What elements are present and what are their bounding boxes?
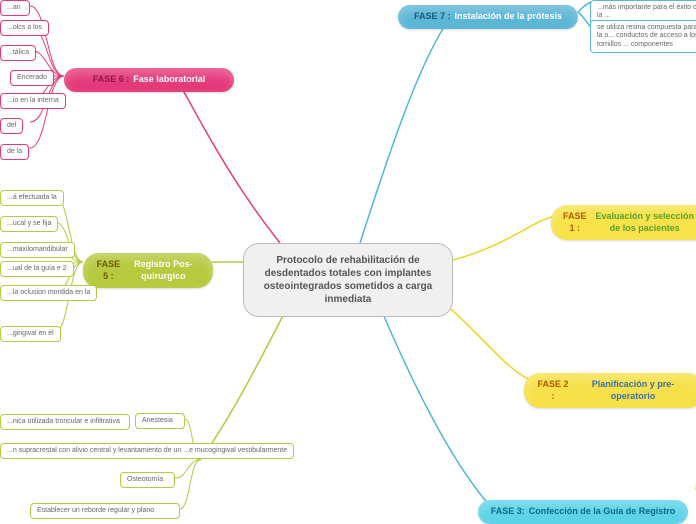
- leaf-node[interactable]: ...an: [0, 0, 30, 16]
- phase-node-f7[interactable]: FASE 7 : Instalación de la prótesis: [398, 5, 578, 29]
- leaf-node[interactable]: ...nica utilizada troncular e infiltrati…: [0, 414, 130, 430]
- leaf-node[interactable]: del: [0, 118, 23, 134]
- leaf-node[interactable]: se utiliza resina compuesta para la o...…: [590, 20, 696, 53]
- phase-title: Fase laboratorial: [133, 74, 205, 86]
- leaf-node[interactable]: ...olcs a los: [0, 20, 49, 36]
- leaf-node[interactable]: ...gingival en el: [0, 326, 61, 342]
- leaf-node[interactable]: ...la oclusion mordida en la: [0, 285, 97, 301]
- leaf-node[interactable]: ...á efectuada la: [0, 190, 64, 206]
- leaf-node[interactable]: ...ucal y se fija: [0, 216, 58, 232]
- phase-label: FASE 3:: [491, 506, 525, 518]
- leaf-node[interactable]: Osteotomía: [120, 472, 175, 488]
- phase-label: FASE 1 :: [563, 211, 587, 234]
- phase-node-f1[interactable]: FASE 1 : Evaluación y selección de los p…: [551, 205, 696, 240]
- leaf-node[interactable]: Establecer un reborde regular y plano: [30, 503, 180, 519]
- leaf-node[interactable]: de la: [0, 144, 29, 160]
- phase-label: FASE 2 :: [536, 379, 570, 402]
- phase-label: FASE 7 :: [414, 11, 451, 23]
- leaf-node[interactable]: ...n supracrestal con alivio central y l…: [0, 443, 294, 459]
- phase-label: FASE 6 :: [93, 74, 130, 86]
- leaf-node[interactable]: ...tálica: [0, 45, 36, 61]
- connector: [180, 85, 280, 243]
- phase-title: Planificación y pre-operatorio: [574, 379, 692, 402]
- leaf-node[interactable]: Encerado: [10, 70, 54, 86]
- phase-node-f6[interactable]: FASE 6 : Fase laboratorial: [64, 68, 234, 92]
- phase-title: Confección de la Guía de Registro: [529, 506, 676, 518]
- phase-node-f3[interactable]: FASE 3: Confección de la Guía de Registr…: [478, 500, 688, 524]
- leaf-node[interactable]: ...ual de la guía e 2: [0, 261, 74, 277]
- phase-node-f5[interactable]: FASE 5 : Registro Pos-quirurgico: [83, 253, 213, 288]
- phase-title: Registro Pos-quirurgico: [126, 259, 201, 282]
- phase-title: Instalación de la prótesis: [454, 11, 562, 23]
- phase-title: Evaluación y selección de los pacientes: [591, 211, 696, 234]
- connector: [360, 18, 450, 243]
- leaf-node[interactable]: ...io en la interna: [0, 93, 66, 109]
- phase-label: FASE 5 :: [95, 259, 122, 282]
- connector: [453, 215, 560, 260]
- leaf-node[interactable]: Anestesia: [135, 413, 185, 429]
- leaf-node[interactable]: ...maxilomandibular: [0, 242, 75, 258]
- central-topic[interactable]: Protocolo de rehabilitación de desdentad…: [243, 243, 453, 317]
- phase-node-f2[interactable]: FASE 2 : Planificación y pre-operatorio: [524, 373, 696, 408]
